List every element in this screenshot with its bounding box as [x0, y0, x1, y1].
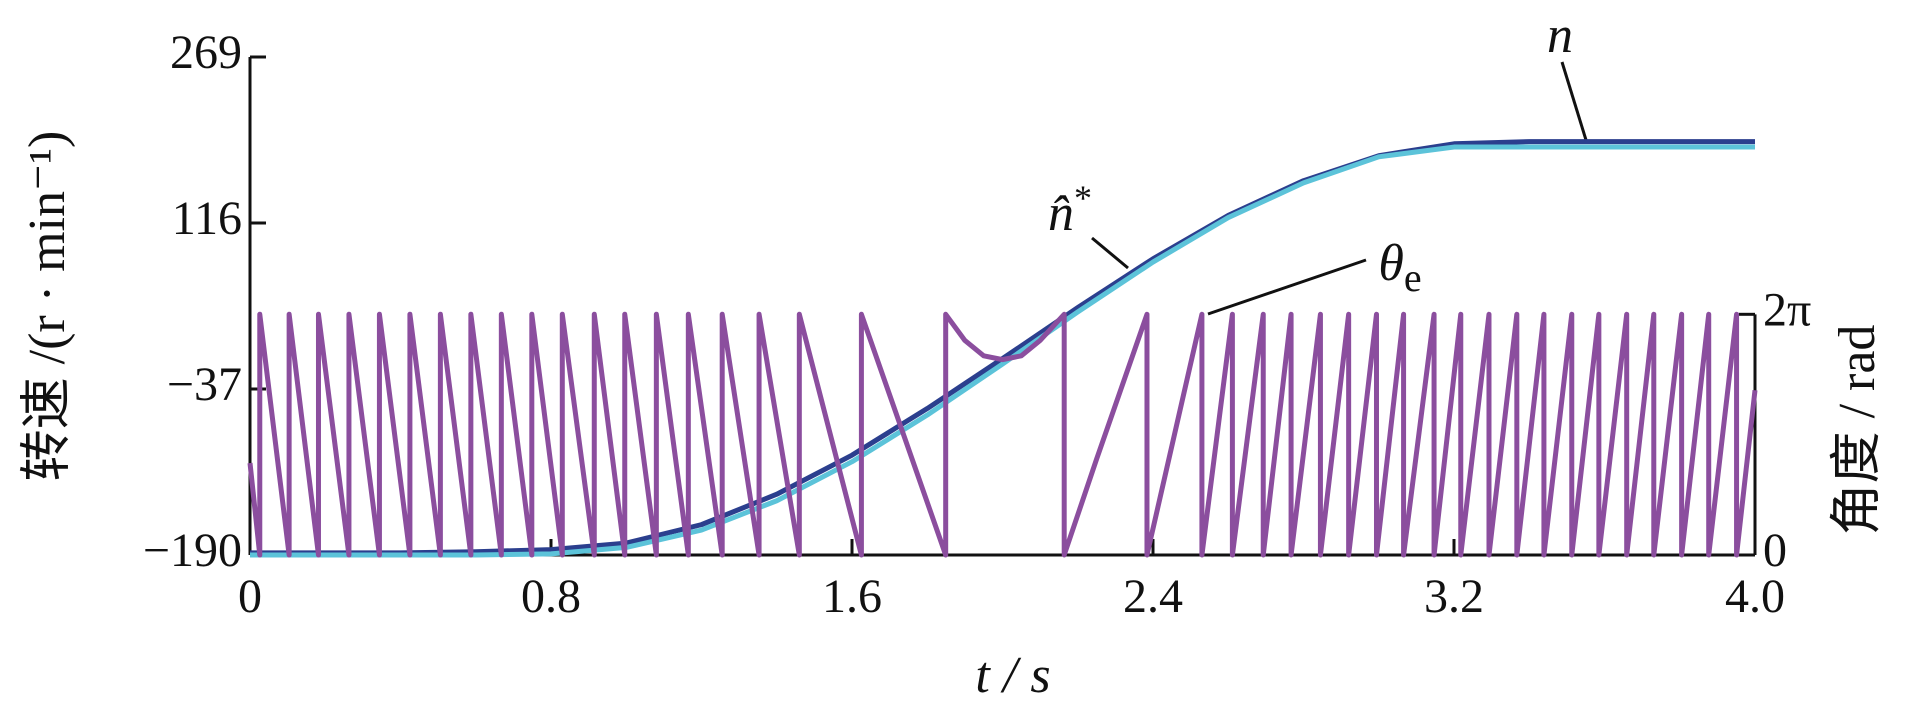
series-name: n̂	[1048, 185, 1074, 242]
x-tick-label: 2.4	[1123, 570, 1183, 623]
series-label: θe	[1378, 235, 1421, 300]
x-tick-label: 1.6	[822, 570, 882, 623]
y-tick-label: −190	[143, 524, 242, 577]
series-label: n	[1547, 7, 1573, 64]
y2-tick-label: 2π	[1763, 283, 1811, 336]
y2-tick-label: 0	[1763, 524, 1787, 577]
x-tick-label: 0.8	[521, 570, 581, 623]
x-tick-label: 3.2	[1424, 570, 1484, 623]
y-tick-label: −37	[167, 358, 242, 411]
y-tick-label: 269	[170, 26, 242, 79]
x-axis-label: t / s	[975, 647, 1050, 704]
x-tick-label: 0	[238, 570, 262, 623]
y-tick-label: 116	[172, 192, 242, 245]
series-superscript: *	[1074, 178, 1092, 218]
leader-line	[1560, 61, 1588, 141]
series-line	[247, 311, 1758, 558]
series-name: θ	[1378, 235, 1404, 292]
series-name: n	[1547, 7, 1573, 64]
y2-axis-label: 角度 / rad	[1829, 325, 1886, 536]
leader-line	[1091, 236, 1129, 270]
leader-line	[1207, 258, 1367, 316]
x-tick-label: 4.0	[1725, 570, 1785, 623]
series-subscript: e	[1404, 255, 1422, 300]
y-axis-label: 转速 /(r · min⁻¹)	[19, 131, 76, 482]
series-label: n̂*	[1048, 178, 1092, 242]
